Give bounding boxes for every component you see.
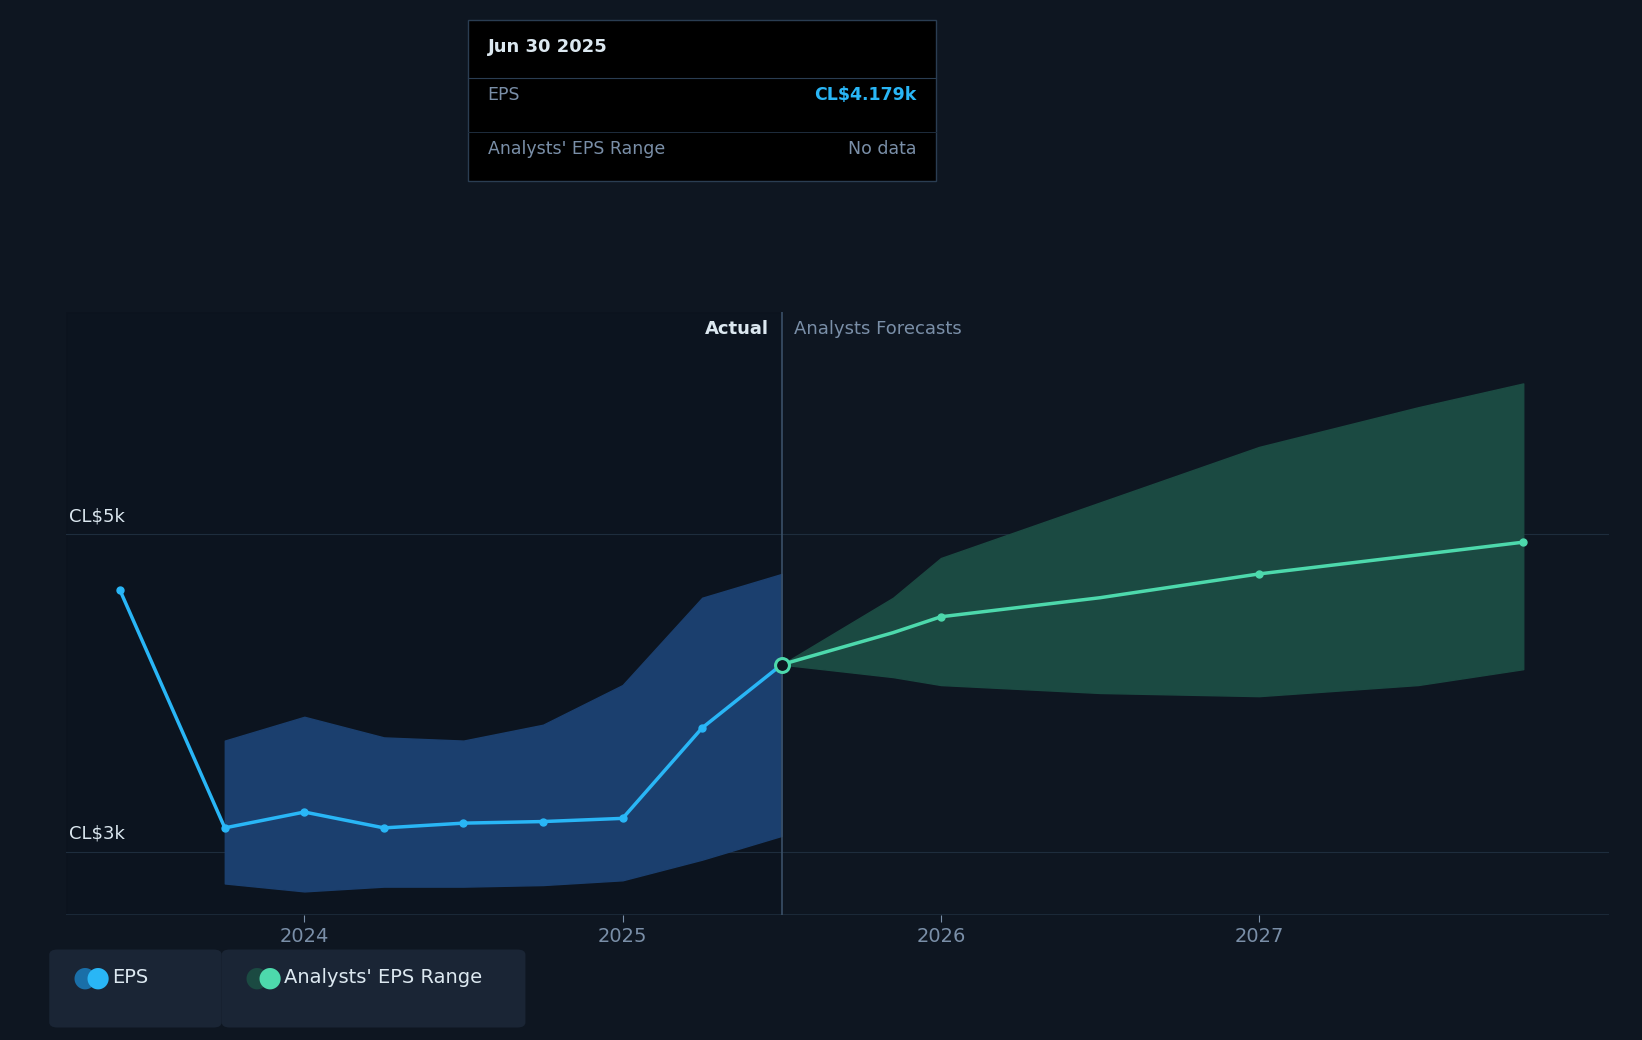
Text: CL$3k: CL$3k [69,825,125,843]
Text: CL$4.179k: CL$4.179k [814,86,916,104]
Text: Analysts' EPS Range: Analysts' EPS Range [284,968,483,987]
Text: No data: No data [847,140,916,158]
Text: EPS: EPS [112,968,148,987]
Text: ●: ● [245,964,269,991]
Text: Analysts' EPS Range: Analysts' EPS Range [488,140,665,158]
Text: ●: ● [72,964,97,991]
Bar [66,312,782,915]
Text: Analysts Forecasts: Analysts Forecasts [795,320,962,338]
Text: EPS: EPS [488,86,521,104]
Text: Actual: Actual [704,320,768,338]
Text: ●: ● [258,964,282,991]
Text: Jun 30 2025: Jun 30 2025 [488,38,608,56]
Text: CL$5k: CL$5k [69,508,125,525]
Text: ●: ● [85,964,110,991]
